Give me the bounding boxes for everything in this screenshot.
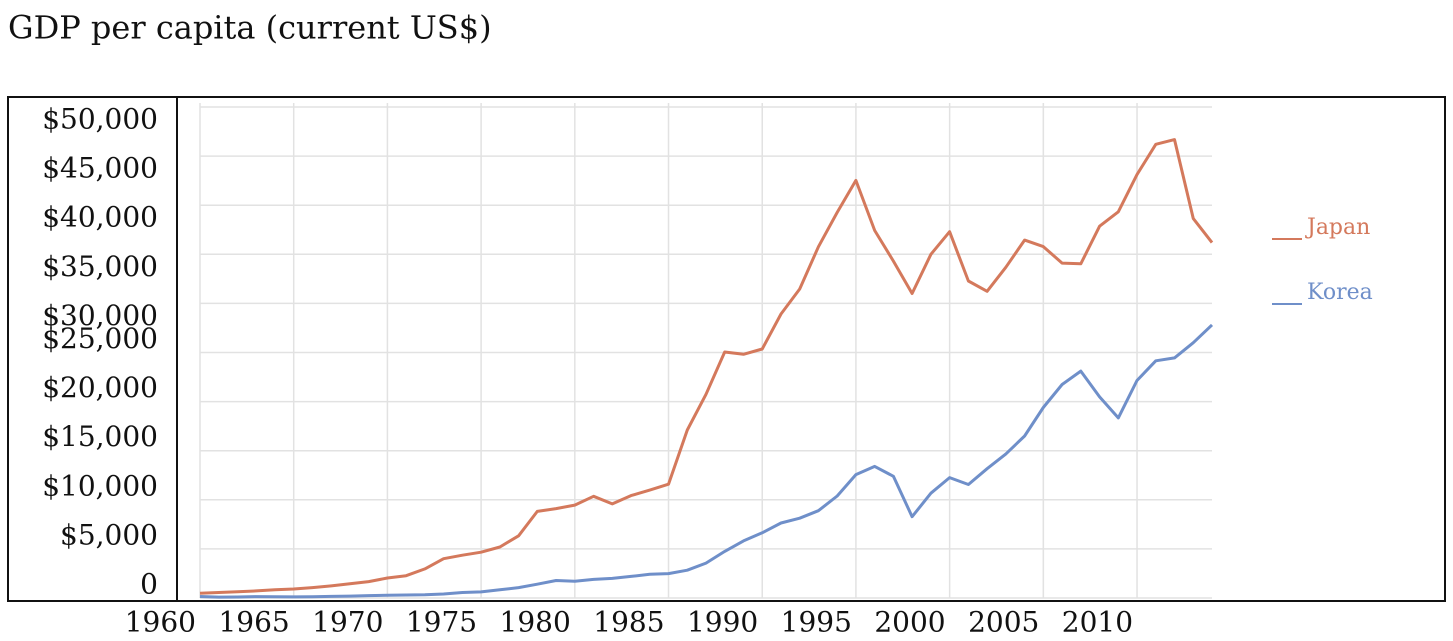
y-tick-label: $25,000 — [42, 322, 158, 355]
y-tick-label: $50,000 — [42, 103, 158, 136]
x-tick-label: 1985 — [593, 606, 664, 639]
legend-label: Korea — [1307, 280, 1373, 305]
y-tick-label: $45,000 — [42, 152, 158, 185]
x-tick-label: 2010 — [1062, 606, 1133, 639]
x-tick-label: 1975 — [406, 606, 477, 639]
y-tick-label: $10,000 — [42, 469, 158, 502]
x-tick-label: 2000 — [874, 606, 945, 639]
line-series — [199, 138, 1214, 595]
x-tick-label: 2005 — [968, 606, 1039, 639]
y-tick-label: 0 — [140, 568, 158, 601]
x-tick-label: 1960 — [125, 606, 196, 639]
x-tick-label: 1995 — [781, 606, 852, 639]
x-tick-label: 1990 — [687, 606, 758, 639]
y-tick-label: $5,000 — [60, 518, 158, 551]
x-tick-label: 1970 — [312, 606, 383, 639]
y-tick-label: $30,000 — [42, 299, 158, 332]
legend-label: Japan — [1305, 215, 1370, 240]
chart-title: GDP per capita (current US$) — [8, 9, 492, 47]
x-tick-label: 1965 — [218, 606, 289, 639]
x-tick-label: 1980 — [500, 606, 571, 639]
y-tick-label: $40,000 — [42, 201, 158, 234]
line-series — [199, 323, 1214, 599]
y-tick-label: $15,000 — [42, 420, 158, 453]
frame — [7, 96, 1446, 602]
y-tick-label: $20,000 — [42, 371, 158, 404]
y-tick-label: $35,000 — [42, 250, 158, 283]
